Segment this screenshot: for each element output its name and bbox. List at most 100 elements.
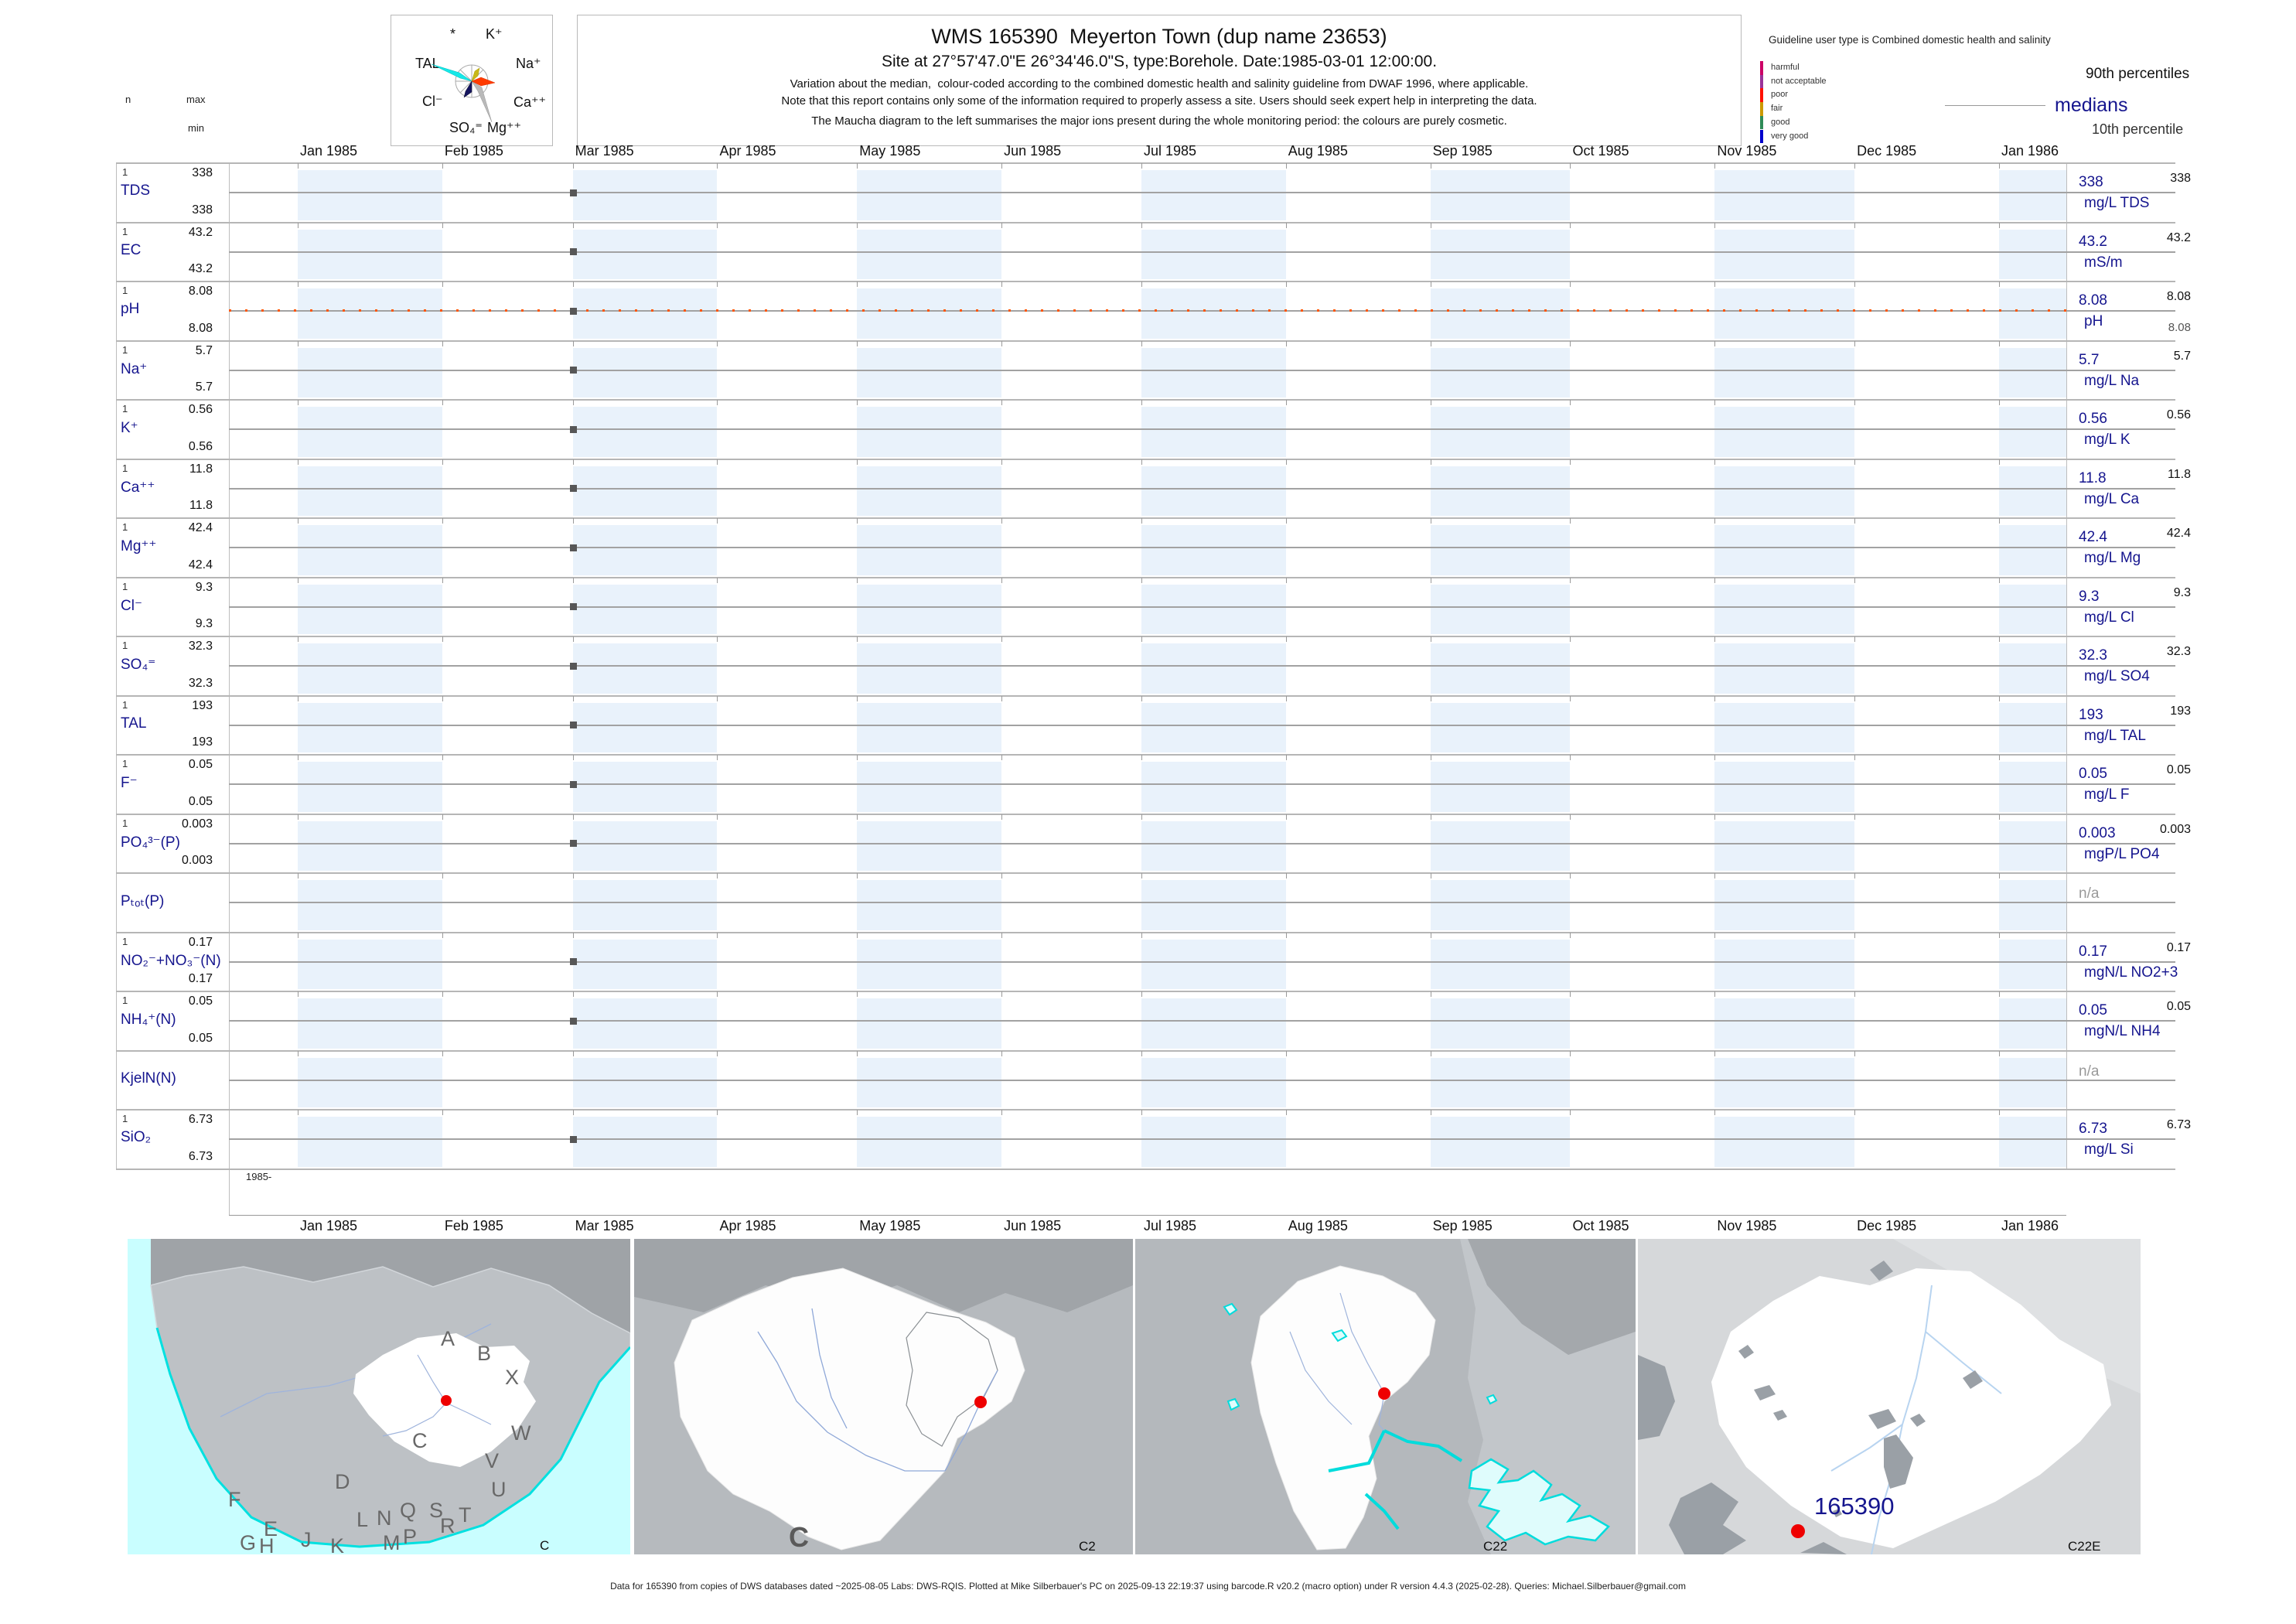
month-tick: [298, 1110, 299, 1115]
month-tick: [1001, 400, 1003, 405]
maucha-label-tal: TAL: [415, 56, 440, 71]
month-tick: [442, 281, 443, 287]
row-n-count: 1: [122, 1113, 128, 1124]
month-shading-band: [1999, 584, 2066, 634]
month-label-top: Oct 1985: [1572, 143, 1629, 159]
month-tick: [1570, 163, 1571, 169]
month-shading-band: [1141, 939, 1286, 989]
guideline-dash-line: [229, 309, 2066, 312]
month-tick: [1854, 695, 1856, 701]
month-tick: [1141, 340, 1142, 346]
map1-region-letter: J: [301, 1528, 312, 1551]
month-tick: [1141, 932, 1142, 938]
row-90th-percentile: 0.17: [2166, 940, 2191, 954]
legend-90th-label: 90th percentiles: [2086, 66, 2190, 82]
row-median-value: 43.2: [2079, 233, 2107, 250]
gutter-header-max: max: [186, 94, 206, 105]
row-na-value: n/a: [2079, 885, 2100, 902]
month-shading-band: [1141, 1117, 1286, 1167]
month-shading-band: [1714, 288, 1855, 339]
month-tick: [1001, 873, 1003, 879]
row-param-label: F⁻: [121, 775, 138, 792]
median-line: [229, 606, 2175, 608]
month-tick: [1285, 281, 1287, 287]
row-n-count: 1: [122, 343, 128, 356]
map-primary-drainage-region: C C2: [634, 1239, 1133, 1554]
row-median-value: 11.8: [2079, 469, 2107, 486]
month-tick: [1854, 636, 1856, 642]
month-label-top: Jan 1986: [2001, 143, 2059, 159]
month-tick: [1001, 991, 1003, 997]
row-boundary-line: [116, 754, 2175, 756]
row-n-count: 1: [122, 462, 128, 474]
month-shading-band: [572, 584, 718, 634]
month-shading-band: [298, 288, 442, 339]
month-tick: [1999, 222, 2000, 228]
month-tick: [1999, 577, 2000, 583]
month-shading-band: [572, 229, 718, 279]
month-tick: [298, 459, 299, 465]
month-tick: [1141, 991, 1142, 997]
month-tick: [442, 814, 443, 820]
row-n-count: 1: [122, 225, 128, 237]
sample-data-point: [569, 189, 577, 196]
month-tick: [1001, 1110, 1003, 1115]
row-min-value: 0.003: [181, 854, 213, 867]
row-90th-percentile: 32.3: [2166, 645, 2191, 658]
month-tick: [572, 281, 574, 287]
median-line: [229, 665, 2175, 667]
month-label-bottom: Jul 1985: [1143, 1218, 1197, 1233]
month-label-top: Jan 1985: [300, 143, 358, 159]
month-tick: [572, 222, 574, 228]
map3-panel-id: C22: [1483, 1539, 1507, 1554]
month-tick: [857, 991, 858, 997]
month-shading-band: [1141, 643, 1286, 694]
month-shading-band: [1999, 229, 2066, 279]
month-label-top: Nov 1985: [1717, 143, 1777, 159]
month-tick: [717, 814, 718, 820]
month-tick: [1001, 281, 1003, 287]
map1-region-letter: M: [383, 1531, 401, 1554]
row-boundary-line: [116, 813, 2175, 815]
row-max-value: 0.05: [188, 995, 213, 1008]
month-tick: [1714, 459, 1716, 465]
month-shading-band: [1141, 821, 1286, 871]
month-tick: [1854, 1050, 1856, 1056]
map3-small-lakes: [1223, 1302, 1498, 1411]
row-n-count: 1: [122, 521, 128, 533]
month-tick: [298, 932, 299, 938]
month-shading-band: [1430, 702, 1571, 752]
month-shading-band: [1999, 702, 2066, 752]
month-tick: [1570, 281, 1571, 287]
row-min-value: 32.3: [188, 676, 213, 690]
month-tick: [857, 222, 858, 228]
maucha-label-star: *: [450, 26, 456, 42]
row-param-label: NO₂⁻+NO₃⁻(N): [121, 952, 221, 969]
row-max-value: 0.56: [188, 403, 213, 416]
month-shading-band: [1141, 998, 1286, 1049]
month-tick: [442, 932, 443, 938]
row-median-value: 6.73: [2079, 1121, 2107, 1138]
month-tick: [572, 163, 574, 169]
month-tick: [298, 873, 299, 879]
month-shading-band: [857, 821, 1002, 871]
month-tick: [1141, 695, 1142, 701]
row-boundary-line: [116, 931, 2175, 933]
median-line: [229, 251, 2175, 253]
row-median-value: 42.4: [2079, 529, 2107, 546]
month-shading-band: [1999, 821, 2066, 871]
month-shading-band: [1430, 347, 1571, 397]
sample-data-point: [569, 1135, 577, 1143]
row-boundary-line: [116, 517, 2175, 519]
month-tick: [717, 518, 718, 524]
row-boundary-line: [116, 399, 2175, 401]
map1-region-letter: V: [485, 1449, 499, 1472]
row-min-value: 338: [192, 203, 213, 217]
row-min-value: 43.2: [188, 262, 213, 275]
month-tick: [857, 281, 858, 287]
map1-coastline: [155, 1327, 630, 1548]
sample-data-point: [569, 958, 577, 966]
month-label-bottom: Nov 1985: [1717, 1218, 1777, 1233]
row-boundary-line: [116, 576, 2175, 578]
row-90th-percentile: 338: [2170, 172, 2191, 185]
